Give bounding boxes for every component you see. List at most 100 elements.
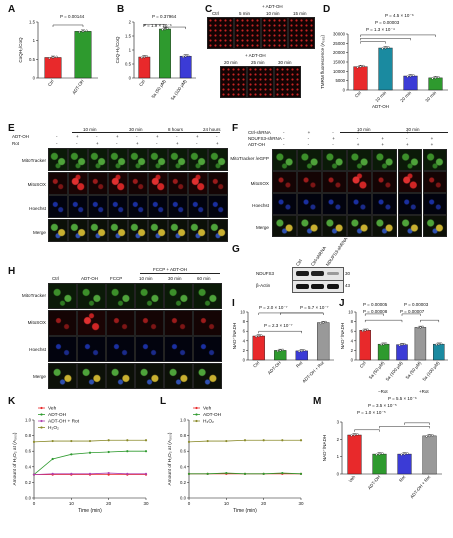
data-point xyxy=(425,435,428,438)
series-point xyxy=(70,453,73,456)
panel-f-cell-r0-c2 xyxy=(322,149,347,171)
panel-f-sign-r1-c0: - xyxy=(283,136,285,141)
x-tick-label: Ctrl xyxy=(252,360,260,368)
data-point xyxy=(421,325,424,328)
panel-c-image-30min xyxy=(274,66,301,98)
panel-f-sign-r2-c4: + xyxy=(381,142,385,147)
panel-h-cell-r3-c1 xyxy=(77,362,106,389)
y-tick-label: 10 xyxy=(348,310,353,315)
panel-f-time-30min: 30 min xyxy=(406,127,420,132)
panel-f-cell-r0-c3 xyxy=(347,149,372,171)
data-point xyxy=(398,344,401,347)
panel-h-cell-r0-c4 xyxy=(164,283,193,309)
panel-h-cell-r0-c3 xyxy=(135,283,164,309)
x-tick-label: Veh xyxy=(348,474,357,483)
y-tick-label: 6 xyxy=(351,329,354,334)
x-tick-label: 20 xyxy=(106,501,112,506)
bar xyxy=(252,335,265,361)
panel-e-cell-r3-c2 xyxy=(88,218,108,242)
panel-e-sign-r0-c1: + xyxy=(76,134,79,139)
panel-e-row2-label: Rot xyxy=(12,141,20,146)
panel-f-cell-r1-c4 xyxy=(372,171,397,193)
chart-d: 0 5000 10000 15000 20000 25000 30000 TMRM fluor… xyxy=(320,32,448,103)
panel-f-row-hoechst: Hoechst xyxy=(252,203,269,208)
data-point xyxy=(279,349,282,352)
panel-label-h: H xyxy=(8,266,16,277)
y-tick-label: 4 xyxy=(351,338,354,343)
x-tick-label: Rot xyxy=(398,474,407,483)
data-point xyxy=(257,334,260,338)
panel-e-sign-r1-c7: - xyxy=(196,141,198,146)
significance-bracket xyxy=(360,41,386,44)
panel-h-cell-r3-c3 xyxy=(135,362,164,389)
series-point xyxy=(299,439,303,442)
bar xyxy=(414,327,427,361)
significance-bracket xyxy=(364,313,384,316)
panel-g-col-ndufs3-shrna: NDUFS3-shRNA xyxy=(324,236,349,267)
panel-f-sign-r1-c2: + xyxy=(332,136,335,141)
panel-f-cell-r2-c5 xyxy=(397,193,423,215)
series-point xyxy=(107,439,110,442)
data-point xyxy=(260,334,263,337)
y-tick-label: 0.5 xyxy=(125,62,132,67)
bar xyxy=(378,47,393,91)
panel-c-image-15min xyxy=(288,17,315,49)
panel-e-cell-r3-c3 xyxy=(108,218,128,242)
panel-h-cell-r2-c3 xyxy=(135,336,164,362)
x-tick-label: 20 min xyxy=(399,90,412,103)
data-point xyxy=(78,30,81,34)
panel-f-cell-r3-c3 xyxy=(347,215,372,237)
y-tick-label: 2 xyxy=(129,20,132,25)
panel-f-sign-r2-c3: + xyxy=(356,142,360,147)
x-tick-label: 5a (100 μM) xyxy=(170,78,188,101)
panel-label-i: I xyxy=(232,298,235,309)
x-tick-label: Ctrl xyxy=(138,79,146,87)
panel-f-sign-r2-c0: - xyxy=(283,142,285,147)
panel-f-sign-r2-c2: - xyxy=(332,142,334,147)
data-point xyxy=(406,452,409,455)
chart-b: 0 0.5 1 1.5 2 CoQ-H₂/CoQ Ctrl 5a (50 μM) 5a (100… xyxy=(115,20,196,101)
panel-d-pvalue-2: P = 0.00003 xyxy=(375,20,400,25)
data-point xyxy=(361,329,364,332)
y-tick-label: 5000 xyxy=(335,78,345,83)
y-tick-label: 4 xyxy=(243,338,246,343)
y-tick-label: 0 xyxy=(33,76,36,81)
panel-e-cell-r2-c3 xyxy=(108,195,128,218)
series-point xyxy=(32,473,36,476)
panel-h-group-rule xyxy=(140,273,220,274)
y-axis-label: NAD⁺/NADH xyxy=(232,323,237,349)
series-point xyxy=(225,471,228,475)
panel-f-cell-r2-c4 xyxy=(372,193,397,215)
data-point xyxy=(400,453,403,456)
panel-f-row-merge: Merge xyxy=(255,225,269,230)
bar xyxy=(397,453,412,475)
y-axis-label: CoQ-H₂/CoQ xyxy=(115,36,120,63)
panel-e-cell-r2-c7 xyxy=(188,195,208,218)
x-tick-label: ADT-OH + Rot xyxy=(409,474,432,500)
x-tick-label: Ctrl xyxy=(359,360,367,368)
panel-g-band-actin-1 xyxy=(296,284,309,289)
panel-h-col-label-1: ADT-OH xyxy=(81,276,99,281)
panel-e-cell-r3-c0 xyxy=(48,218,68,242)
data-point xyxy=(300,349,303,352)
panel-e-sign-r0-c2: - xyxy=(96,134,98,139)
panel-f-cell-r3-c5 xyxy=(397,215,423,237)
panel-e-cell-r0-c2 xyxy=(88,148,108,171)
panel-e-cell-r0-c5 xyxy=(148,148,168,171)
panel-e-cell-r1-c2 xyxy=(88,171,108,195)
bar xyxy=(317,322,330,361)
panel-e-row1-label: ADT-OH xyxy=(12,134,30,139)
panel-f-cell-r3-c6 xyxy=(422,215,448,237)
panel-g-band-ndufs3-knockdown xyxy=(327,272,339,275)
significance-bracket xyxy=(420,319,440,323)
panel-e-cell-r3-c7 xyxy=(188,218,208,242)
series-point xyxy=(88,451,92,454)
series-point xyxy=(70,439,73,443)
panel-j-pvalue-2: P = 0.00003 xyxy=(404,302,429,307)
panel-e-cell-r1-c3 xyxy=(108,171,128,195)
significance-bracket xyxy=(404,422,430,425)
series-point xyxy=(206,472,209,475)
panel-e-row-hoechst: Hoechst xyxy=(29,206,46,211)
y-tick-label: 0.6 xyxy=(25,449,32,454)
